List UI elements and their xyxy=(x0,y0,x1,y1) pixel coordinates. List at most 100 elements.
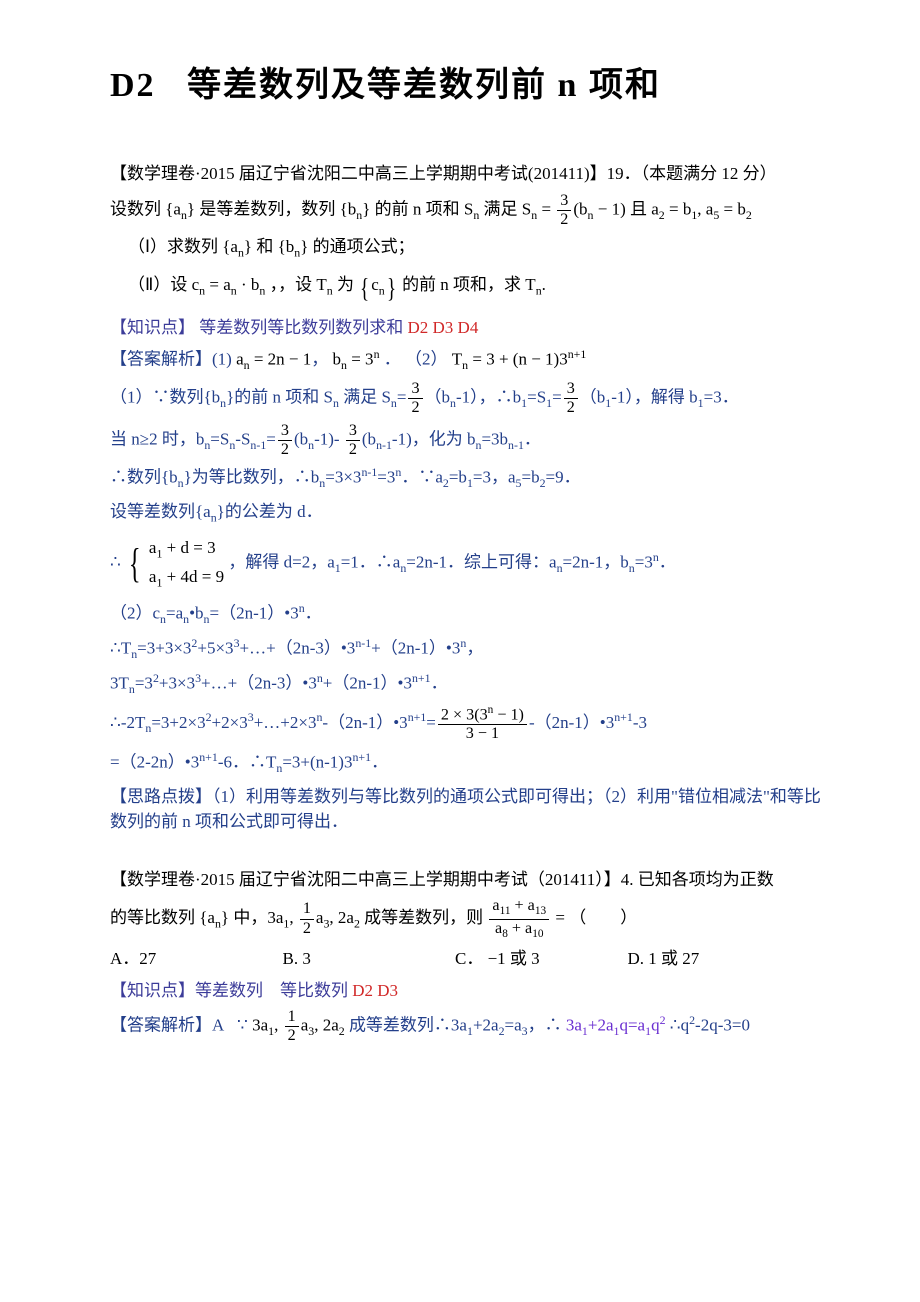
text: + 4d = 9 xyxy=(162,567,224,586)
fraction: 12 xyxy=(285,1009,299,1044)
num: 1 xyxy=(300,901,314,918)
num: 3 xyxy=(564,381,578,398)
text: 3a xyxy=(252,1016,268,1035)
text: =3，a xyxy=(473,468,516,487)
fraction: 32 xyxy=(408,381,422,416)
ans-label: 【答案解析】 xyxy=(110,350,212,369)
den: a8 + a10 xyxy=(489,919,549,941)
text: + a xyxy=(508,920,532,937)
text: q xyxy=(651,1016,660,1035)
q2-source: 【数学理卷·2015 届辽宁省沈阳二中高三上学期期中考试（201411）】4. … xyxy=(110,867,830,893)
sup-n: n xyxy=(374,347,380,361)
text: =b xyxy=(449,468,467,487)
text: a xyxy=(236,350,244,369)
text: − 1) 且 a xyxy=(594,199,659,218)
q1-source: 【数学理卷·2015 届辽宁省沈阳二中高三上学期期中考试(201411)】19．… xyxy=(110,161,830,187)
text: +2a xyxy=(473,1016,499,1035)
text: · b xyxy=(237,275,260,294)
text: + a xyxy=(510,897,534,914)
num: 3 xyxy=(346,423,360,440)
text: 3T xyxy=(110,674,129,693)
tip-label: 【思路点拨】 xyxy=(110,787,212,806)
text: = 3 xyxy=(347,350,374,369)
text: （1）∵数列{b xyxy=(110,388,220,407)
den: 2 xyxy=(285,1026,299,1044)
text: ∴-2T xyxy=(110,713,145,732)
text: =3b xyxy=(481,429,508,448)
q1-knowledge-point: 【知识点】 等差数列等比数列数列求和 D2 D3 D4 xyxy=(110,315,830,341)
text: ，，设 T xyxy=(265,275,326,294)
text: 2 × 3(3 xyxy=(441,706,488,723)
q1-sol-2-line5: =（2-2n）•3n+1-6．∴Tn=3+(n-1)3n+1． xyxy=(110,749,830,778)
q2-stem: 的等比数列 {an} 中，3a1, 12a3, 2a2 成等差数列，则 a11 … xyxy=(110,898,830,940)
text: − 1) xyxy=(493,706,524,723)
q1-sol-2-line2: ∴Tn=3+3×32+5×33+…+（2n-3）•3n-1+（2n-1）•3n， xyxy=(110,635,830,664)
sup-np1: n+1 xyxy=(408,710,427,724)
text: ， xyxy=(311,350,328,369)
text: +（2n-1）•3 xyxy=(323,674,412,693)
brace-icon: { xyxy=(129,533,141,594)
den: 2 xyxy=(300,919,314,937)
text: =3+2×3 xyxy=(151,713,205,732)
sub-n: n xyxy=(379,284,385,298)
text: -1)，化为 b xyxy=(392,429,476,448)
text: =2n-1，b xyxy=(563,553,629,572)
text: =a xyxy=(505,1016,522,1035)
ans-label: 【答案解析】 xyxy=(110,1016,212,1035)
num: 2 × 3(3n − 1) xyxy=(438,705,527,725)
text: 3a xyxy=(566,1016,582,1035)
text: } 的通项公式； xyxy=(300,237,414,256)
text: = 3 + (n − 1)3 xyxy=(468,350,568,369)
text: =3 xyxy=(635,553,653,572)
text: 成等差数列，则 xyxy=(360,908,488,927)
text: , a xyxy=(697,199,713,218)
sub-13: 13 xyxy=(535,905,546,917)
den: 3 − 1 xyxy=(438,724,527,742)
text: +2×3 xyxy=(212,713,248,732)
text: +…+（2n-3）•3 xyxy=(201,674,317,693)
choice-a: A．27 xyxy=(110,946,283,972)
text: =2n-1．综上可得：a xyxy=(406,553,556,572)
num: 1 xyxy=(285,1009,299,1026)
text: } 中，3a xyxy=(221,908,283,927)
fraction: 32 xyxy=(557,193,571,228)
text: +2a xyxy=(588,1016,614,1035)
q1-sol-1-line2: 当 n≥2 时，bn=Sn-Sn-1=32(bn-1)- 32(bn-1-1)，… xyxy=(110,423,830,458)
text: -（2n-1）•3 xyxy=(322,713,407,732)
text: 设数列 {a xyxy=(110,199,181,218)
text: q=a xyxy=(619,1016,645,1035)
text: -1），∴b xyxy=(456,388,521,407)
text: 设等差数列{a xyxy=(110,502,211,521)
text: ，∴ xyxy=(528,1016,562,1035)
fraction: 32 xyxy=(346,423,360,458)
text: ． xyxy=(371,752,388,771)
text: （2） xyxy=(405,350,448,369)
kp-tags: D2 D3 xyxy=(352,981,398,1000)
text: = xyxy=(537,199,555,218)
fraction: 32 xyxy=(564,381,578,416)
text: ． xyxy=(305,604,322,623)
sup-np1: n+1 xyxy=(352,750,371,764)
text: （Ⅱ）设 c xyxy=(128,275,199,294)
heading-code: D2 xyxy=(110,67,156,104)
num: a11 + a13 xyxy=(489,898,549,919)
text: = b xyxy=(665,199,692,218)
sup-np1: n+1 xyxy=(614,710,633,724)
page-title: D2 等差数列及等差数列前 n 项和 xyxy=(110,60,830,111)
text: ， xyxy=(466,639,483,658)
text: }的前 n 项和 S xyxy=(226,388,333,407)
sup-np1: n+1 xyxy=(568,347,587,361)
text: = （ ） xyxy=(551,908,637,927)
heading-text: 等差数列及等差数列前 n 项和 xyxy=(187,67,661,104)
text: (b xyxy=(573,199,587,218)
text: ∵ xyxy=(237,1016,248,1035)
text: =3． xyxy=(704,388,739,407)
text: 成等差数列∴3a xyxy=(349,1016,467,1035)
sub-11: 11 xyxy=(500,905,511,917)
text: ． xyxy=(524,429,541,448)
kp-text: 等差数列 等比数列 xyxy=(195,981,348,1000)
text: =3+3×3 xyxy=(137,639,191,658)
text: = xyxy=(397,388,407,407)
text: b xyxy=(333,350,342,369)
text: ． xyxy=(659,553,676,572)
